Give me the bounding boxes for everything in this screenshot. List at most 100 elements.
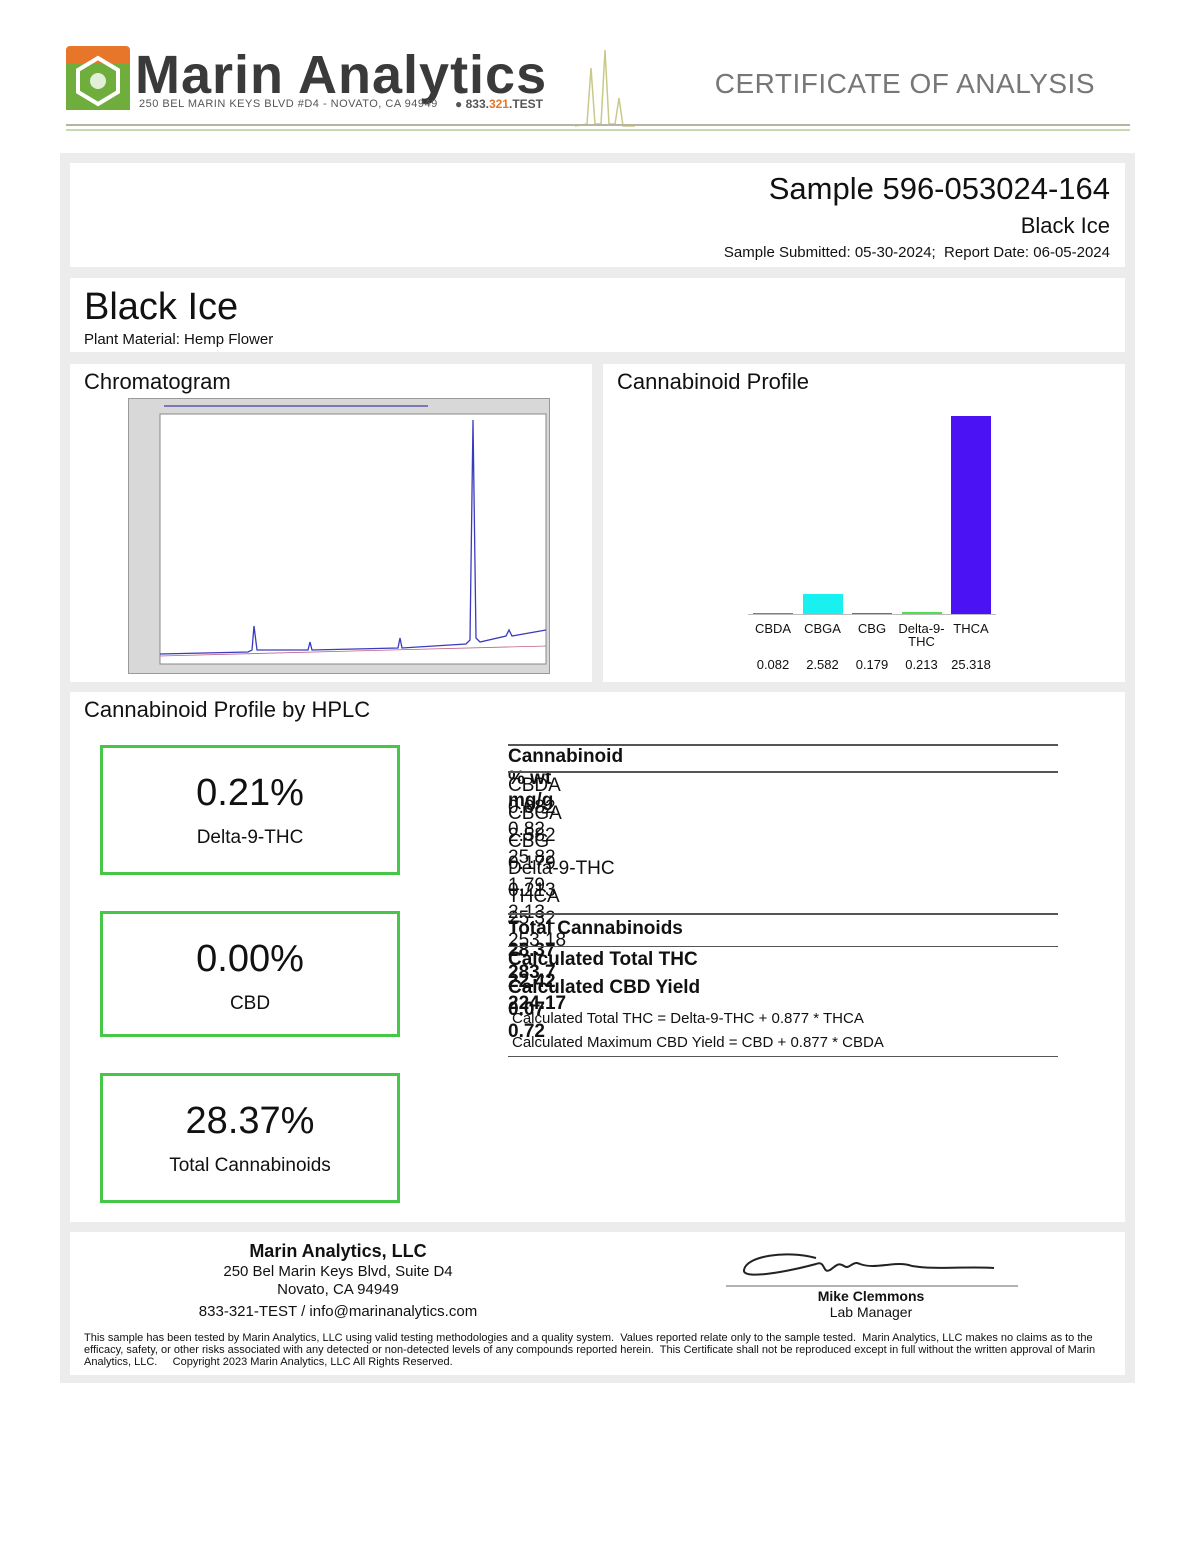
value-label: 25.318 [951,657,991,672]
table-row: CBDA 0.082 0.82 [508,775,1058,840]
x-tick-label: CBG [857,621,887,636]
table-cell: 283.7 [508,962,556,983]
product-material: Plant Material: Hemp Flower [84,331,274,348]
summary-value: 28.37% [185,1100,315,1142]
hplc-panel: Cannabinoid Profile by HPLC [70,692,1125,1222]
value-label: 0.179 [855,657,889,672]
table-note: Calculated Total THC = Delta-9-THC + 0.8… [512,1010,864,1027]
table-cell: 25.82 [508,846,556,868]
table-row: THCA 25.32 253.18 [508,886,1058,951]
table-cell: 0.082 [508,797,556,818]
chromatogram-title: Chromatogram [84,369,231,394]
document-title: CERTIFICATE OF ANALYSIS [714,68,1095,99]
table-cell: THCA [508,886,560,908]
table-rule [508,946,1058,947]
bar [951,416,991,614]
x-tick-label: CBDA [754,621,792,636]
table-cell: Calculated CBD Yield [508,977,701,998]
table-row: Total Cannabinoids 28.37 283.7 [508,918,1058,983]
table-cell: % wt [508,768,552,789]
bar [802,593,843,614]
table-cell: Calculated Total THC [508,949,698,970]
value-label: 2.582 [806,657,839,672]
table-cell: 0.82 [508,819,545,840]
table-note: Calculated Maximum CBD Yield = CBD + 0.8… [512,1034,884,1051]
signature [726,1253,1018,1287]
table-cell: Cannabinoid [508,746,624,767]
value-label: 0.082 [756,657,790,672]
table-row: Cannabinoid% wt mg/g [508,746,1058,811]
table-cell: 0.72 [508,1021,545,1042]
bar [852,612,892,614]
company-address: 250 BEL MARIN KEYS BLVD #D4 - NOVATO, CA… [139,98,438,110]
table-row: Calculated CBD Yield 0.07 0.72 [508,977,1058,1042]
table-row: CBG 0.179 1.79 [508,830,1058,896]
chromatogram-panel: Chromatogram [70,364,592,682]
table-cell: 28.37 [508,940,556,961]
table-cell: 2.13 [508,902,545,924]
chromatogram-image [128,398,550,674]
bar [901,612,942,614]
header-rule [66,129,1130,131]
footer-contact: 833-321-TEST / info@marinanalytics.com [198,1303,478,1320]
footer-address: 250 Bel Marin Keys Blvd, Suite D4 [223,1263,453,1280]
table-cell: CBG [508,830,550,852]
sample-dates: Sample Submitted: 05-30-2024; Report Dat… [723,244,1110,261]
table-rule [508,744,1058,746]
table-cell: 0.213 [508,880,556,902]
table-cell: 22.42 [508,971,556,992]
product-panel: Black Ice Plant Material: Hemp Flower [70,278,1125,352]
phone-part: .TEST [508,97,543,111]
header-peaks [575,49,635,127]
footer-company: Marin Analytics, LLC [249,1241,427,1261]
chart: CBDA 0.082 CBGA 2.582 CBG 0.179 Delta-9-THC 0.2… [603,364,1125,682]
sample-name: Black Ice [1020,213,1110,238]
chart-baseline [748,614,996,615]
table-cell: 0.179 [508,852,556,874]
x-tick-label: Delta-9-THC [898,621,945,649]
table-cell: 1.79 [508,874,545,896]
summary-value: 0.21% [196,772,304,814]
value-label: 0.213 [905,657,938,672]
phone-part: 833. [465,97,489,111]
x-tick-label: CBGA [804,621,841,636]
sample-id: Sample 596-053024-164 [768,171,1110,206]
table-cell: 253.18 [508,930,567,952]
summary-value: 0.00% [196,938,304,980]
profile-panel: Cannabinoid Profile CBDA 0.082 CBGA 2.582 CB… [603,364,1125,682]
summary-label: CBD [229,993,271,1014]
table-cell: 224.17 [508,993,567,1014]
bar [753,613,793,614]
table-cell: CBDA [508,775,561,796]
header-rule [66,124,1130,126]
table-cell: Total Cannabinoids [508,918,683,939]
phone-part: 321 [488,97,509,111]
x-tick-label: THCA [953,621,989,636]
logo [66,46,130,110]
summary-box: 28.37% Total Cannabinoids [100,1073,400,1203]
summary-box: 0.21% Delta-9-THC [100,745,400,875]
table-row: Delta-9-THC 0.213 2.13 [508,858,1058,923]
table-cell: CBGA [508,802,562,824]
table-row: Calculated Total THC 22.42 224.17 [508,949,1058,1014]
table-cell: 2.582 [508,824,556,846]
table-rule [508,1056,1058,1057]
table-cell: Delta-9-THC [508,858,615,880]
table-cell: 0.07 [508,999,545,1020]
disclaimer: This sample has been tested by Marin Ana… [84,1332,1098,1368]
table-rule [508,913,1058,915]
table-cell: mg/g [508,790,554,811]
summary-box: 0.00% CBD [100,911,400,1037]
footer-panel: Marin Analytics, LLC 250 Bel Marin Keys … [70,1232,1125,1375]
hplc-title: Cannabinoid Profile by HPLC [84,697,371,722]
table-rule [508,771,1058,773]
signer-role: Lab Manager [829,1304,913,1320]
company-name: Marin Analytics [135,45,548,105]
table-row: CBGA 2.582 25.82 [508,802,1058,868]
chart-title: Cannabinoid Profile [617,369,810,394]
company-phone: ● 833.321.TEST [455,97,543,111]
product-name: Black Ice [84,286,239,328]
summary-label: Delta-9-THC [196,827,304,848]
footer-address: Novato, CA 94949 [277,1281,399,1298]
